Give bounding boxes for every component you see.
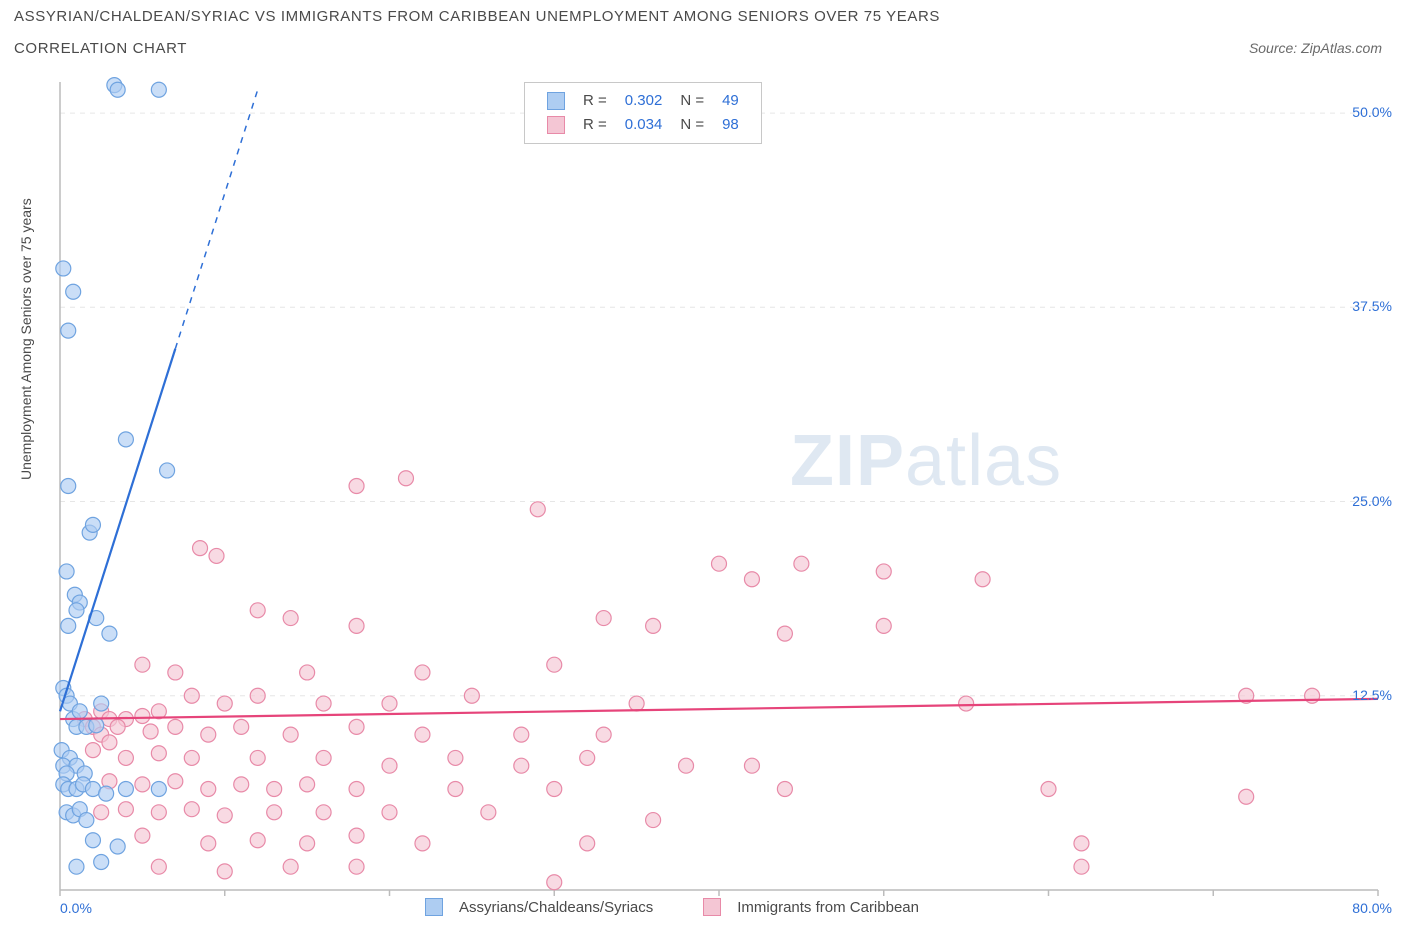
- r-value-series2: 0.034: [617, 114, 671, 136]
- x-axis-max-label: 80.0%: [1352, 900, 1392, 916]
- x-axis-min-label: 0.0%: [60, 900, 92, 916]
- y-tick-label: 50.0%: [1352, 104, 1392, 120]
- stats-row-series1: R = 0.302 N = 49: [539, 90, 747, 112]
- r-value-series1: 0.302: [617, 90, 671, 112]
- y-tick-label: 37.5%: [1352, 298, 1392, 314]
- legend-swatch-series2: [703, 898, 721, 916]
- y-tick-label: 25.0%: [1352, 493, 1392, 509]
- stats-row-series2: R = 0.034 N = 98: [539, 114, 747, 136]
- n-value-series2: 98: [714, 114, 747, 136]
- n-label: N =: [672, 114, 712, 136]
- r-label: R =: [575, 114, 615, 136]
- legend-label-series1: Assyrians/Chaldeans/Syriacs: [459, 899, 653, 916]
- correlation-stats-box: R = 0.302 N = 49 R = 0.034 N = 98: [524, 82, 762, 144]
- stats-swatch-series2: [547, 116, 565, 134]
- n-label: N =: [672, 90, 712, 112]
- n-value-series1: 49: [714, 90, 747, 112]
- bottom-legend: Assyrians/Chaldeans/Syriacs Immigrants f…: [425, 898, 919, 916]
- stats-swatch-series1: [547, 92, 565, 110]
- y-tick-label: 12.5%: [1352, 687, 1392, 703]
- legend-swatch-series1: [425, 898, 443, 916]
- r-label: R =: [575, 90, 615, 112]
- legend-label-series2: Immigrants from Caribbean: [737, 899, 919, 916]
- chart-container: ASSYRIAN/CHALDEAN/SYRIAC VS IMMIGRANTS F…: [0, 0, 1406, 930]
